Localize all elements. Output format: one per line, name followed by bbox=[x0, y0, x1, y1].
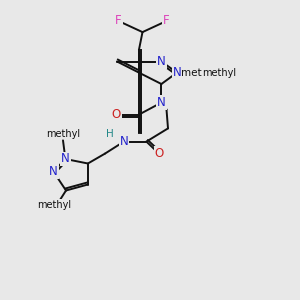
Text: methyl: methyl bbox=[181, 68, 218, 78]
Text: H: H bbox=[106, 129, 113, 139]
Text: methyl: methyl bbox=[37, 200, 71, 210]
Text: N: N bbox=[157, 55, 166, 68]
Text: methyl: methyl bbox=[46, 129, 80, 139]
Text: N: N bbox=[119, 135, 128, 148]
Text: N: N bbox=[157, 96, 166, 109]
Text: O: O bbox=[112, 108, 121, 121]
Text: O: O bbox=[154, 147, 164, 160]
Text: N: N bbox=[49, 165, 58, 178]
Text: methyl: methyl bbox=[181, 68, 218, 78]
Text: F: F bbox=[115, 14, 122, 28]
Text: methyl: methyl bbox=[202, 68, 237, 78]
Text: F: F bbox=[163, 14, 170, 28]
Text: N: N bbox=[61, 152, 70, 166]
Text: N: N bbox=[172, 66, 182, 79]
